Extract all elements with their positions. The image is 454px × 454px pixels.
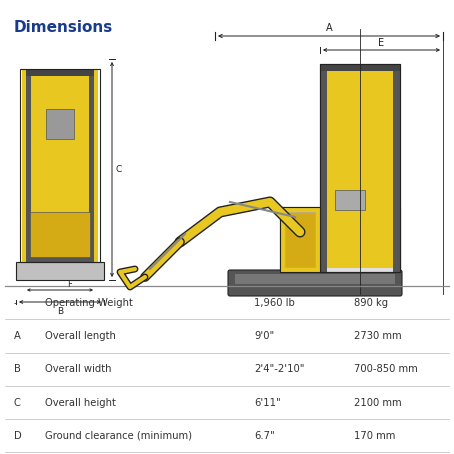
Bar <box>46 109 74 139</box>
Text: B: B <box>14 365 20 375</box>
Text: 700-850 mm: 700-850 mm <box>354 365 418 375</box>
Bar <box>89 69 94 262</box>
FancyBboxPatch shape <box>320 64 400 272</box>
Bar <box>285 212 315 267</box>
Text: 6.7": 6.7" <box>254 431 275 441</box>
Text: C: C <box>14 398 20 408</box>
Text: 2'4"-2'10": 2'4"-2'10" <box>254 365 305 375</box>
Bar <box>280 207 320 272</box>
Bar <box>324 68 396 268</box>
FancyBboxPatch shape <box>16 262 104 280</box>
Text: C: C <box>115 165 121 174</box>
Text: Operating Weight: Operating Weight <box>45 298 133 308</box>
Bar <box>235 274 395 284</box>
Text: E: E <box>379 38 385 48</box>
Text: A: A <box>14 331 20 341</box>
Text: F: F <box>68 280 73 289</box>
Text: Dimensions: Dimensions <box>14 20 113 35</box>
Text: B: B <box>57 307 63 316</box>
Text: D: D <box>14 431 21 441</box>
Text: 1,960 lb: 1,960 lb <box>254 298 295 308</box>
Bar <box>393 64 400 272</box>
Text: Overall width: Overall width <box>45 365 112 375</box>
Text: 890 kg: 890 kg <box>354 298 388 308</box>
Text: 170 mm: 170 mm <box>354 431 395 441</box>
Text: 2100 mm: 2100 mm <box>354 398 402 408</box>
Text: Overall length: Overall length <box>45 331 116 341</box>
Bar <box>30 212 90 257</box>
Text: 2730 mm: 2730 mm <box>354 331 402 341</box>
Text: 9'0": 9'0" <box>254 331 275 341</box>
Bar <box>22 69 98 262</box>
Text: -: - <box>14 298 17 308</box>
Bar <box>26 69 31 262</box>
Bar <box>320 64 400 71</box>
Text: Overall height: Overall height <box>45 398 116 408</box>
Bar <box>320 64 327 272</box>
Text: A: A <box>326 23 332 33</box>
Text: Ground clearance (minimum): Ground clearance (minimum) <box>45 431 192 441</box>
FancyBboxPatch shape <box>228 270 402 296</box>
Bar <box>335 190 365 210</box>
Bar <box>26 69 94 76</box>
FancyBboxPatch shape <box>280 207 400 272</box>
Bar <box>26 257 94 262</box>
Text: 6'11": 6'11" <box>254 398 281 408</box>
